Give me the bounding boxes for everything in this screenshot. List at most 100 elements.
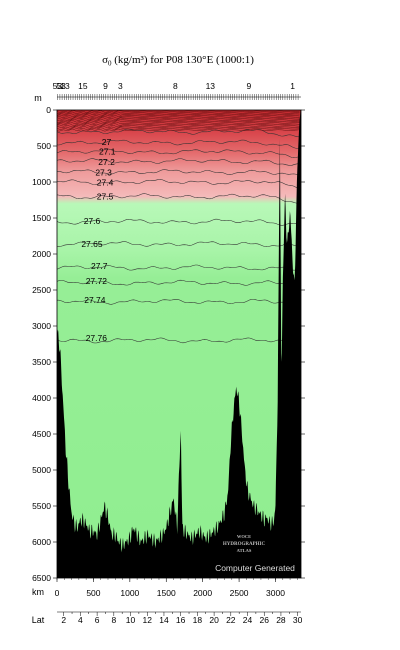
contour-label: 27.4 bbox=[97, 178, 114, 188]
contour-label: 27.3 bbox=[95, 167, 112, 177]
upper-contour-line bbox=[57, 121, 300, 125]
depth-tick-label: 6500 bbox=[32, 573, 51, 583]
lat-tick-label: 22 bbox=[226, 615, 236, 625]
contour-label: 27 bbox=[102, 137, 112, 147]
lat-tick-label: 16 bbox=[176, 615, 186, 625]
contour-line bbox=[57, 179, 301, 191]
upper-contour-line bbox=[57, 114, 300, 118]
upper-contour-line bbox=[57, 124, 300, 128]
contour-label: 27.2 bbox=[98, 157, 115, 167]
depth-unit-label: m bbox=[34, 93, 42, 103]
km-tick-label: 3000 bbox=[266, 588, 285, 598]
contour-line bbox=[57, 337, 301, 346]
lat-tick-label: 18 bbox=[193, 615, 203, 625]
depth-tick-label: 6000 bbox=[32, 537, 51, 547]
contour-label: 27.1 bbox=[99, 146, 116, 156]
km-tick-label: 1000 bbox=[120, 588, 139, 598]
watermark-woce: WOCE bbox=[237, 534, 251, 539]
isopycnal-contours bbox=[57, 110, 301, 346]
lat-tick-label: 20 bbox=[209, 615, 219, 625]
contour-line bbox=[57, 241, 301, 247]
lat-tick-label: 4 bbox=[78, 615, 83, 625]
upper-contour-line bbox=[57, 117, 300, 120]
watermark-atlas: ATLAS bbox=[237, 548, 252, 553]
contour-line bbox=[57, 264, 301, 271]
station-label: 53 bbox=[56, 81, 66, 91]
station-label: 15 bbox=[78, 81, 88, 91]
contour-line bbox=[57, 158, 301, 166]
contour-line bbox=[57, 299, 301, 305]
depth-tick-label: 2000 bbox=[32, 249, 51, 259]
upper-contour-line bbox=[57, 128, 300, 132]
latitude-label: Lat bbox=[32, 615, 45, 625]
contour-line bbox=[57, 139, 301, 149]
contour-line bbox=[57, 279, 301, 286]
km-tick-label: 2500 bbox=[230, 588, 249, 598]
upper-contour-line bbox=[57, 111, 300, 115]
upper-contour-line bbox=[57, 113, 300, 116]
seafloor-fill bbox=[57, 110, 301, 578]
station-label: 9 bbox=[247, 81, 252, 91]
station-label: 3 bbox=[118, 81, 123, 91]
contour-line bbox=[57, 193, 301, 204]
lat-tick-label: 2 bbox=[61, 615, 66, 625]
lat-tick-label: 14 bbox=[159, 615, 169, 625]
distance-unit-label: km bbox=[32, 587, 44, 597]
depth-tick-label: 1000 bbox=[32, 177, 51, 187]
contour-label: 27.6 bbox=[84, 216, 101, 226]
lat-tick-label: 30 bbox=[293, 615, 303, 625]
station-label: 1 bbox=[290, 81, 295, 91]
upper-contour-line bbox=[57, 120, 300, 123]
station-label: 8 bbox=[173, 81, 178, 91]
depth-tick-label: 5500 bbox=[32, 501, 51, 511]
seafloor-bathymetry bbox=[57, 110, 301, 578]
contour-line bbox=[57, 169, 301, 178]
lat-tick-label: 6 bbox=[95, 615, 100, 625]
km-tick-label: 500 bbox=[86, 588, 100, 598]
contour-line bbox=[57, 128, 301, 138]
depth-tick-label: 500 bbox=[37, 141, 51, 151]
upper-contour-line bbox=[57, 118, 300, 122]
lat-tick-label: 26 bbox=[259, 615, 269, 625]
contour-label: 27.65 bbox=[81, 239, 103, 249]
upper-contour-line bbox=[57, 110, 300, 113]
lat-tick-label: 8 bbox=[111, 615, 116, 625]
contour-line bbox=[57, 148, 301, 158]
depth-tick-label: 2500 bbox=[32, 285, 51, 295]
depth-tick-label: 3000 bbox=[32, 321, 51, 331]
km-tick-label: 0 bbox=[55, 588, 60, 598]
upper-contour-line bbox=[57, 127, 300, 131]
depth-tick-label: 4000 bbox=[32, 393, 51, 403]
contour-label: 27.7 bbox=[91, 261, 108, 271]
contour-label: 27.76 bbox=[86, 333, 108, 343]
watermark: WOCE HYDROGRAPHIC ATLAS Computer Generat… bbox=[215, 534, 295, 573]
contour-label: 27.72 bbox=[86, 276, 108, 286]
station-label: 9 bbox=[103, 81, 108, 91]
km-tick-label: 2000 bbox=[193, 588, 212, 598]
km-tick-label: 1500 bbox=[157, 588, 176, 598]
depth-tick-label: 3500 bbox=[32, 357, 51, 367]
axes: m km Lat 0500100015002000250030003500400… bbox=[32, 81, 305, 625]
computer-generated-credit: Computer Generated bbox=[215, 563, 295, 573]
station-label: 53 bbox=[53, 81, 63, 91]
chart-title: σ0 (kg/m³) for P08 130°E (1000:1) bbox=[102, 54, 254, 68]
depth-tick-label: 5000 bbox=[32, 465, 51, 475]
upper-contour-line bbox=[57, 125, 300, 129]
contour-label: 27.5 bbox=[97, 191, 114, 201]
upper-contour-line bbox=[57, 123, 300, 126]
depth-tick-label: 4500 bbox=[32, 429, 51, 439]
watermark-hydrographic: HYDROGRAPHIC bbox=[223, 542, 266, 547]
depth-tick-label: 0 bbox=[46, 105, 51, 115]
station-label: 13 bbox=[60, 81, 70, 91]
lat-tick-label: 10 bbox=[126, 615, 136, 625]
contour-line bbox=[57, 218, 301, 226]
contour-label: 27.74 bbox=[84, 295, 106, 305]
station-label: 13 bbox=[206, 81, 216, 91]
lat-tick-label: 28 bbox=[276, 615, 286, 625]
plot-frame bbox=[56, 109, 302, 579]
depth-tick-label: 1500 bbox=[32, 213, 51, 223]
lat-tick-label: 24 bbox=[243, 615, 253, 625]
lat-tick-label: 12 bbox=[143, 615, 153, 625]
